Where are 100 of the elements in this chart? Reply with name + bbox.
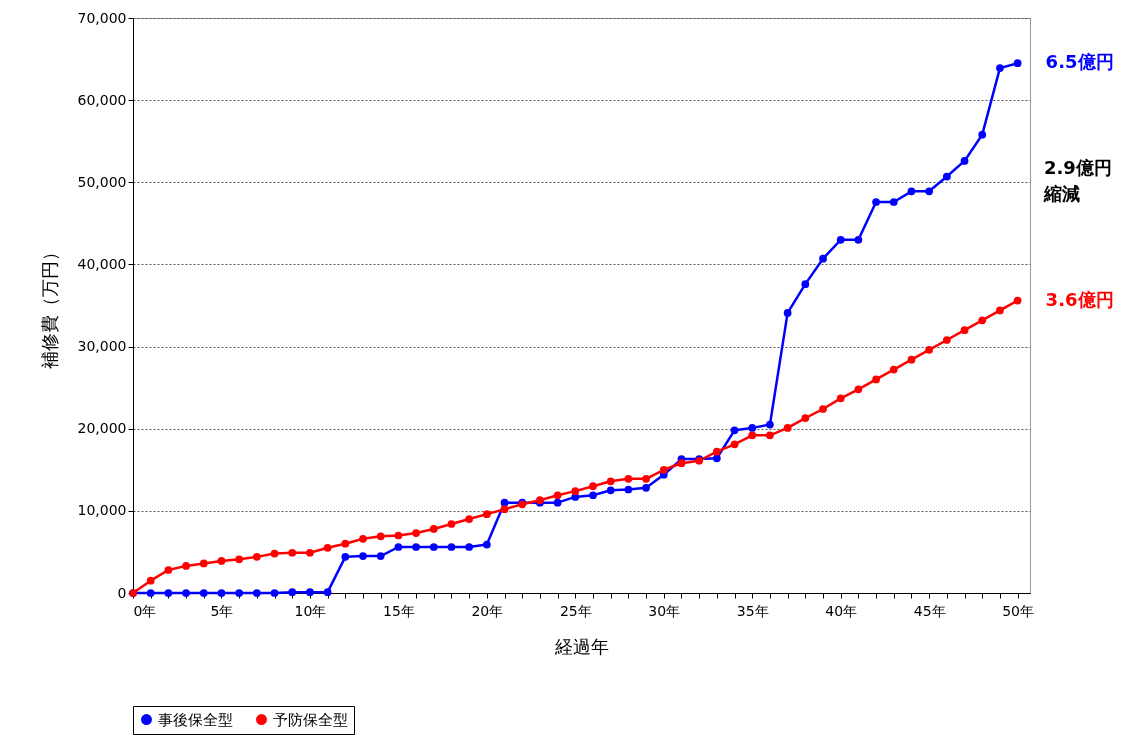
point (164, 566, 173, 574)
point (730, 426, 739, 435)
point (359, 552, 367, 560)
point (270, 549, 279, 558)
point (624, 485, 633, 494)
point (199, 589, 208, 597)
text: 2.9億円 (1044, 156, 1112, 178)
point (624, 474, 633, 483)
point (996, 64, 1004, 72)
point (889, 365, 898, 374)
x-tick-label: 20年 (471, 602, 504, 619)
point (942, 172, 951, 181)
x-tick-label: 15年 (382, 602, 415, 619)
y-axis-title: 補修費（万円） (38, 243, 60, 369)
point (323, 588, 332, 597)
point (376, 532, 385, 541)
point (394, 543, 403, 551)
point (164, 589, 173, 597)
point (978, 316, 987, 325)
point (854, 235, 863, 244)
point (288, 588, 297, 597)
point (836, 235, 845, 244)
point (783, 309, 792, 317)
point (465, 543, 474, 551)
x-tick-label: 40年 (825, 602, 858, 619)
point (146, 576, 155, 585)
point (819, 405, 827, 413)
point (429, 525, 438, 533)
point (942, 336, 951, 344)
point (217, 557, 226, 565)
x-tick-label: 0年 (133, 602, 157, 619)
point (553, 498, 562, 507)
point (1013, 59, 1022, 68)
point (978, 130, 987, 139)
point (553, 491, 562, 500)
y-tick-label: 30,000 (77, 338, 127, 355)
x-axis-title: 経過年 (554, 635, 609, 657)
point (465, 515, 474, 523)
point (960, 157, 969, 165)
y-tick-label: 40,000 (77, 255, 127, 272)
point (341, 552, 350, 561)
point (996, 306, 1004, 315)
point (288, 548, 297, 557)
point (642, 474, 650, 483)
point (235, 555, 244, 564)
point (217, 589, 226, 597)
y-tick-label: 10,000 (77, 502, 127, 519)
point (766, 420, 774, 429)
point (235, 589, 244, 597)
point (182, 589, 190, 597)
x-tick-label: 50年 (1002, 602, 1035, 619)
point (429, 543, 438, 551)
point (712, 454, 721, 463)
point (712, 447, 721, 456)
point (925, 345, 934, 354)
legend-label: 予防保全型 (273, 710, 348, 729)
y-tick-label: 20,000 (77, 420, 127, 437)
point (394, 531, 403, 540)
point (907, 187, 916, 196)
point (146, 589, 155, 597)
text: 縮減 (1043, 182, 1080, 204)
point (252, 552, 261, 561)
annotation: 6.5億円 (1045, 51, 1114, 73)
point (306, 588, 314, 597)
point (854, 385, 863, 394)
point (589, 491, 597, 500)
y-tick-label: 50,000 (77, 173, 127, 190)
annotation: 3.6億円 (1045, 288, 1114, 310)
point (606, 486, 615, 495)
y-tick-label: 60,000 (77, 91, 127, 108)
point (925, 187, 934, 196)
point (270, 589, 279, 597)
point (500, 505, 509, 514)
y-tick-label: 70,000 (77, 9, 127, 26)
point (589, 482, 597, 491)
x-tick-label: 45年 (913, 602, 946, 619)
point (907, 355, 916, 364)
point (323, 543, 332, 552)
x-tick-label: 35年 (736, 602, 769, 619)
point (766, 431, 774, 440)
x-tick-label: 10年 (294, 602, 327, 619)
y-tick-label: 0 (117, 584, 127, 601)
point (359, 534, 367, 543)
point (801, 280, 810, 289)
point (447, 520, 456, 528)
point (872, 375, 880, 384)
point (306, 548, 314, 557)
point (783, 424, 792, 432)
point (252, 589, 261, 597)
point (376, 552, 385, 560)
x-tick-label: 5年 (210, 602, 234, 619)
point (677, 459, 686, 468)
point (447, 543, 456, 551)
point (960, 326, 969, 335)
x-tick-label: 25年 (559, 602, 592, 619)
point (1013, 296, 1022, 305)
point (412, 543, 420, 551)
point (482, 540, 491, 549)
point (571, 487, 580, 496)
point (412, 529, 420, 537)
